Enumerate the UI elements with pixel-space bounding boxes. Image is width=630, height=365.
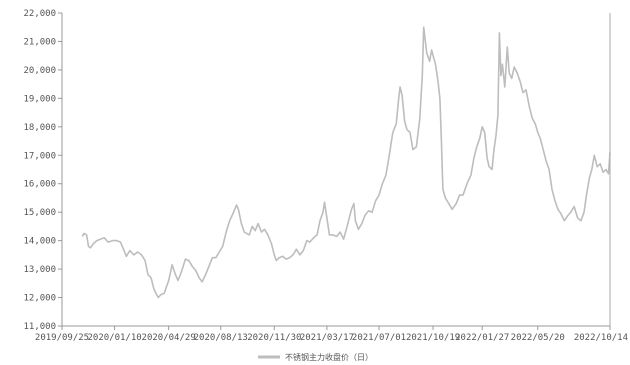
legend-label: 不锈钢主力收盘价（日） [285, 352, 373, 362]
x-tick-label: 2021/03/17 [300, 333, 354, 343]
y-tick-label: 11,000 [23, 322, 56, 332]
x-tick-label: 2021/07/01 [352, 333, 406, 343]
x-tick-label: 2022/10/14 [574, 333, 628, 343]
x-tick-label: 2022/01/27 [455, 333, 509, 343]
x-tick-label: 2020/04/29 [142, 333, 196, 343]
x-tick-label: 2020/01/10 [87, 333, 141, 343]
series-line [81, 26, 611, 299]
y-tick-label: 16,000 [23, 180, 56, 190]
y-tick-label: 13,000 [23, 265, 56, 275]
series-layer [81, 13, 611, 326]
y-tick-label: 17,000 [23, 151, 56, 161]
y-tick-label: 22,000 [23, 9, 56, 19]
y-tick-label: 19,000 [23, 94, 56, 104]
x-tick-label: 2019/09/25 [35, 333, 89, 343]
y-tick-label: 14,000 [23, 237, 56, 247]
y-tick-label: 15,000 [23, 208, 56, 218]
x-tick-label: 2020/11/30 [247, 333, 301, 343]
x-tick-label: 2021/10/19 [406, 333, 460, 343]
y-tick-label: 21,000 [23, 37, 56, 47]
x-tick-label: 2022/05/20 [511, 333, 565, 343]
y-axis: 11,000 12,000 13,000 14,000 15,000 16,000 17,0… [23, 9, 63, 332]
y-tick-label: 12,000 [23, 294, 56, 304]
x-tick-label: 2020/08/13 [194, 333, 248, 343]
y-tick-label: 18,000 [23, 123, 56, 133]
legend[interactable]: 不锈钢主力收盘价（日） [258, 352, 373, 362]
y-tick-label: 20,000 [23, 66, 56, 76]
